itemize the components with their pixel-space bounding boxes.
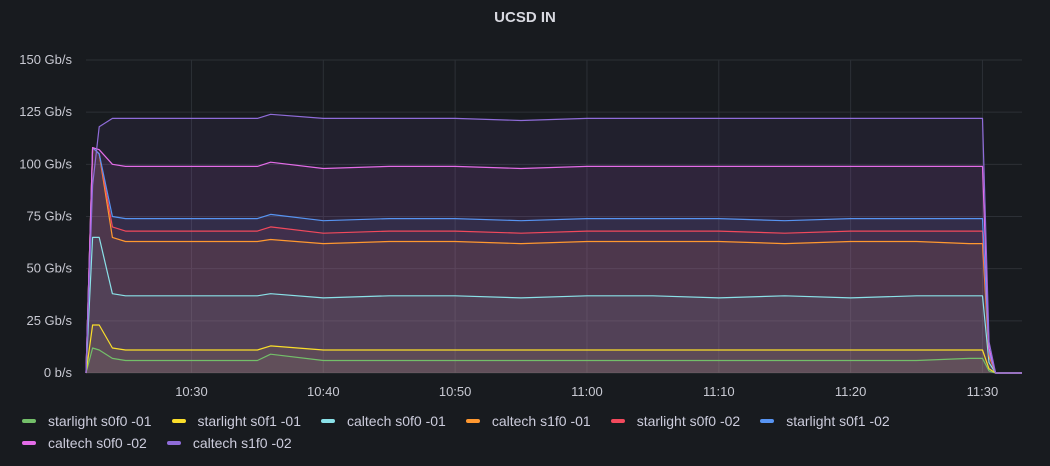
x-tick-label: 10:30	[175, 384, 208, 399]
grid-lines	[86, 59, 1022, 374]
y-tick-label: 25 Gb/s	[26, 313, 72, 328]
plot-area[interactable]: 0 b/s 25 Gb/s 50 Gb/s 75 Gb/s 100 Gb/s 125 Gb…	[0, 0, 1050, 400]
legend-label: starlight s0f1 -02	[786, 413, 890, 429]
legend: starlight s0f0 -01 starlight s0f1 -01 calt…	[22, 412, 1042, 452]
legend-swatch	[321, 419, 335, 423]
legend-item-caltech-s1f0-02[interactable]: caltech s1f0 -02	[166, 434, 292, 452]
y-tick-label: 0 b/s	[44, 365, 73, 380]
series-lines	[85, 113, 1022, 374]
series-area-starlight-s0f1-02	[86, 147, 1022, 373]
legend-label: caltech s1f0 -02	[192, 435, 292, 451]
series-line-starlight-s0f0-01[interactable]	[85, 347, 1022, 374]
legend-label: starlight s0f0 -01	[48, 413, 152, 429]
series-area-caltech-s0f0-01	[86, 237, 1022, 373]
series-line-starlight-s0f1-01[interactable]	[85, 324, 1022, 374]
series-line-starlight-s0f0-02[interactable]	[85, 147, 1022, 374]
legend-label: starlight s0f0 -02	[636, 413, 741, 429]
chart-title: UCSD IN	[494, 9, 556, 26]
legend-swatch	[166, 441, 181, 445]
x-tick-label: 10:50	[439, 384, 472, 399]
legend-item-starlight-s0f1-01[interactable]: starlight s0f1 -01	[171, 412, 302, 430]
y-axis: 0 b/s 25 Gb/s 50 Gb/s 75 Gb/s 100 Gb/s 125 Gb…	[19, 52, 72, 380]
legend-swatch	[760, 419, 775, 423]
legend-label: caltech s0f0 -01	[347, 413, 446, 429]
series-area-starlight-s0f0-02	[86, 147, 1022, 373]
x-tick-label: 11:10	[703, 384, 735, 399]
series-line-caltech-s1f0-02[interactable]	[85, 113, 1022, 374]
series-line-starlight-s0f1-02[interactable]	[85, 147, 1022, 374]
series-area-caltech-s0f0-02	[86, 147, 1022, 373]
y-tick-label: 150 Gb/s	[19, 52, 72, 67]
x-axis: 10:30 10:40 10:50 11:00 11:10 11:20 11:30	[175, 384, 998, 399]
legend-item-caltech-s0f0-01[interactable]: caltech s0f0 -01	[321, 412, 446, 430]
legend-item-starlight-s0f1-02[interactable]: starlight s0f1 -02	[760, 412, 890, 430]
y-tick-label: 125 Gb/s	[19, 104, 72, 119]
x-tick-label: 11:30	[967, 384, 999, 399]
legend-item-starlight-s0f0-01[interactable]: starlight s0f0 -01	[22, 412, 152, 430]
legend-swatch	[465, 419, 480, 423]
legend-swatch	[610, 419, 625, 423]
legend-item-caltech-s0f0-02[interactable]: caltech s0f0 -02	[22, 434, 147, 452]
x-tick-label: 10:40	[307, 384, 340, 399]
y-tick-label: 50 Gb/s	[26, 261, 72, 276]
legend-item-starlight-s0f0-02[interactable]: starlight s0f0 -02	[610, 412, 741, 430]
series-line-caltech-s1f0-01[interactable]	[85, 147, 1022, 374]
series-area-caltech-s1f0-01	[86, 147, 1022, 373]
y-tick-label: 75 Gb/s	[26, 209, 72, 224]
legend-label: caltech s1f0 -01	[491, 413, 591, 429]
series-line-caltech-s0f0-02[interactable]	[85, 147, 1022, 374]
legend-swatch	[22, 419, 36, 423]
x-tick-label: 11:00	[571, 384, 603, 399]
x-tick-label: 11:20	[835, 384, 867, 399]
series-line-caltech-s0f0-01[interactable]	[85, 236, 1022, 374]
series-area-caltech-s1f0-02	[86, 114, 1022, 374]
legend-label: caltech s0f0 -02	[48, 435, 147, 451]
series-fills	[86, 114, 1022, 374]
legend-swatch	[22, 441, 36, 445]
legend-label: starlight s0f1 -01	[197, 413, 302, 429]
legend-swatch	[171, 419, 186, 423]
legend-item-caltech-s1f0-01[interactable]: caltech s1f0 -01	[465, 412, 591, 430]
y-tick-label: 100 Gb/s	[19, 156, 72, 171]
